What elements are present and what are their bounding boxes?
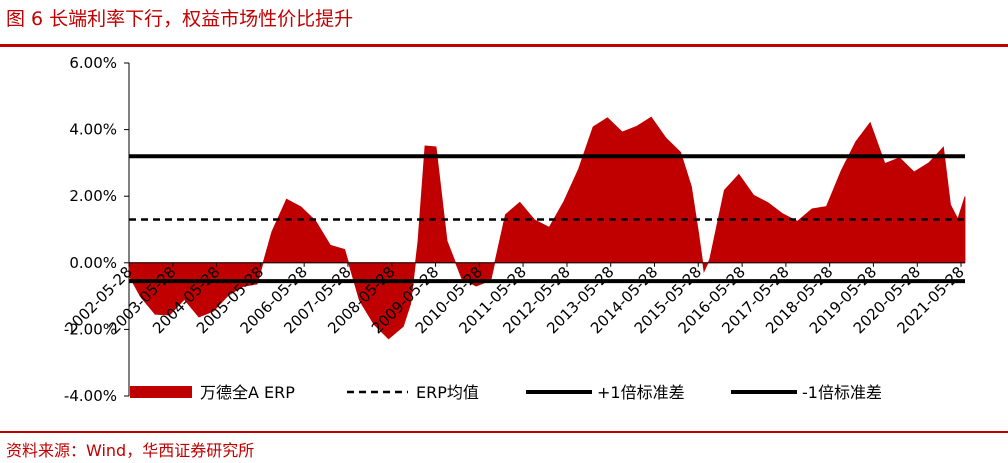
- chart-title: 图 6 长端利率下行，权益市场性价比提升: [6, 8, 354, 30]
- title-divider: [0, 44, 1008, 47]
- y-tick-label: 6.00%: [69, 54, 117, 72]
- legend-swatch-erp: [130, 386, 192, 398]
- y-tick-label: 0.00%: [69, 254, 117, 272]
- source-note: 资料来源：Wind，华西证券研究所: [6, 441, 255, 460]
- y-tick-label: -4.00%: [64, 387, 117, 405]
- erp-area: [128, 116, 966, 340]
- legend-label-mean: ERP均值: [416, 383, 479, 402]
- y-tick-label: -2.00%: [64, 320, 117, 338]
- y-tick-label: 4.00%: [69, 121, 117, 139]
- footer-divider: [0, 431, 1008, 433]
- y-tick-label: 2.00%: [69, 187, 117, 205]
- legend-label-erp: 万德全A ERP: [200, 383, 295, 402]
- legend-label-plus: +1倍标准差: [597, 383, 685, 402]
- legend-label-minus: -1倍标准差: [802, 383, 882, 402]
- erp-chart: -4.00%-2.00%0.00%2.00%4.00%6.00%2002-05-…: [61, 54, 967, 405]
